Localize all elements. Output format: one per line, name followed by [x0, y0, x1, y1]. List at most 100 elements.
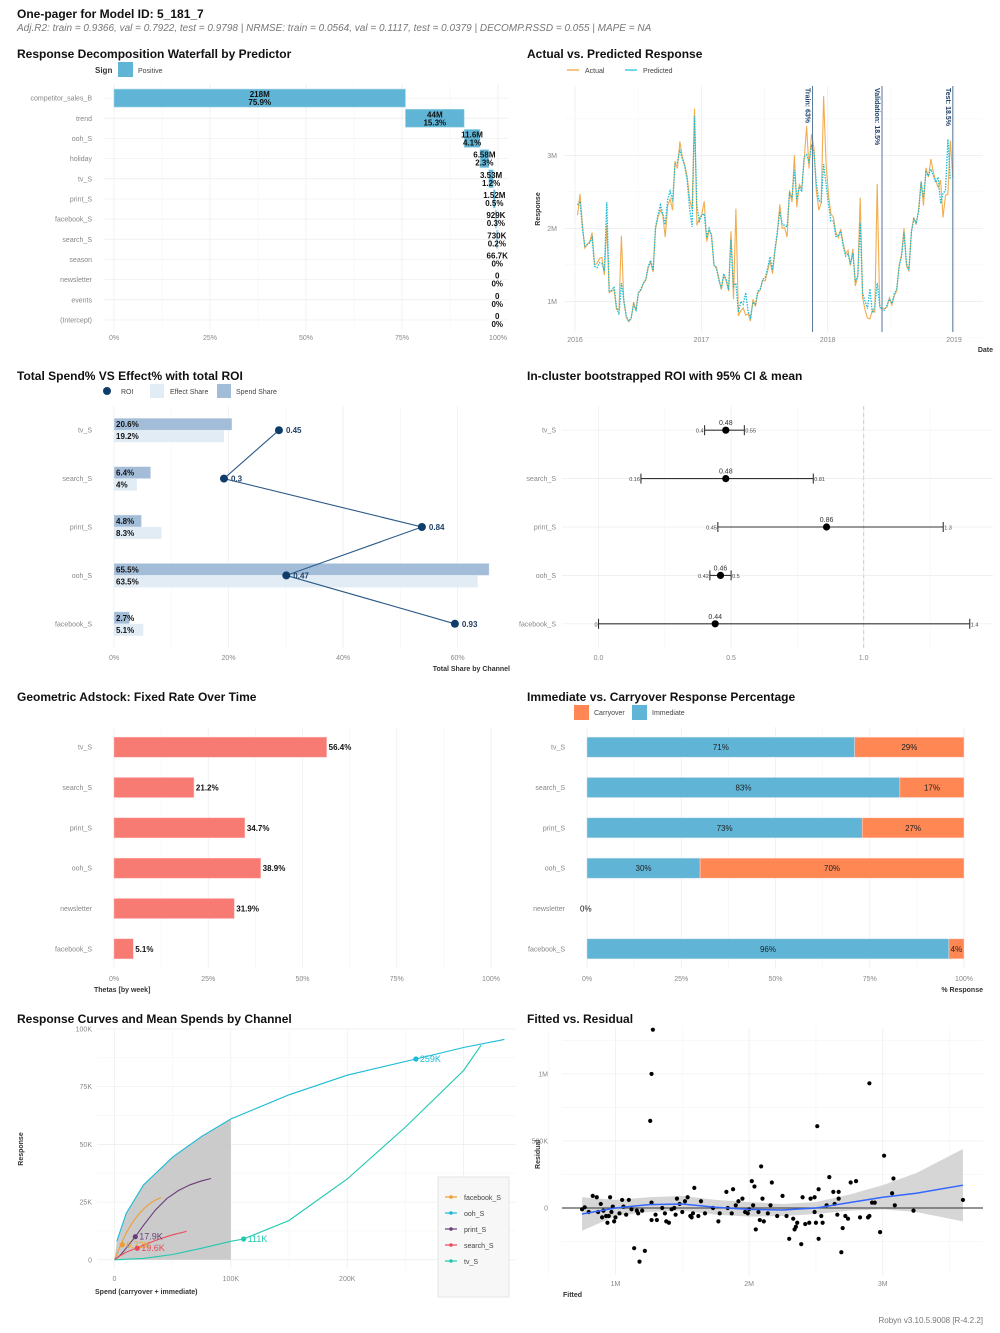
spend-share-label: 2.7% — [116, 614, 134, 623]
x-tick-label: 40% — [336, 655, 350, 662]
effect-share-label: 19.2% — [116, 432, 139, 441]
y-tick-label: 3M — [547, 153, 557, 160]
bar-value-label: 0 — [495, 292, 500, 301]
residual-point — [760, 1196, 765, 1201]
y-tick-label: 1M — [547, 299, 557, 306]
category-label: print_S — [543, 825, 566, 832]
mean-spend-label: 19.6K — [141, 1243, 165, 1253]
x-tick-label: 100% — [489, 335, 507, 342]
adstock-bar — [113, 857, 261, 879]
fitted-residual-panel: Fitted vs. Residual 0 500K 1M 1M 2M 3M Fitted R… — [510, 1005, 1000, 1305]
residual-point — [640, 1208, 645, 1213]
category-label: facebook_S — [519, 621, 556, 628]
residual-point — [606, 1213, 611, 1219]
residual-point — [845, 1216, 851, 1221]
residual-point — [791, 1216, 796, 1221]
x-tick-label: 25% — [203, 335, 217, 342]
x-tick-label: 0% — [109, 335, 119, 342]
residual-point — [689, 1215, 694, 1220]
legend-swatch-positive — [118, 62, 133, 77]
bar-share-label: 0% — [491, 320, 503, 329]
residual-point — [648, 1118, 653, 1123]
residual-point — [853, 1179, 859, 1184]
residual-point — [594, 1195, 599, 1200]
response-curve-print_S — [114, 1177, 212, 1261]
residual-point — [605, 1220, 610, 1225]
waterfall-bar — [405, 108, 465, 128]
x-tick-label: 1M — [611, 1281, 621, 1288]
spend-effect-chart: ROI Effect Share Spend Share tv_S 20.6% 19.2%… — [55, 384, 510, 673]
x-tick-label: 50% — [295, 976, 309, 983]
category-label: search_S — [62, 785, 92, 792]
immediate-carryover-title: Immediate vs. Carryover Response Percent… — [527, 690, 796, 704]
roi-label: 0.47 — [293, 571, 309, 580]
x-tick-label: 0% — [582, 976, 592, 983]
category-label: ooh_S — [72, 573, 93, 580]
carryover-bar — [854, 736, 965, 758]
x-tick-label: 0% — [109, 976, 119, 983]
residual-point — [629, 1207, 634, 1212]
mean-spend-label: 17.9K — [139, 1232, 163, 1242]
x-tick-label: 3M — [878, 1281, 888, 1288]
waterfall-bar — [488, 169, 494, 189]
residual-point — [717, 1211, 722, 1216]
bar-value-label: 730K — [487, 231, 506, 240]
smooth-line — [581, 1184, 964, 1215]
roi-point — [282, 571, 291, 580]
ci-high-label: 1.3 — [944, 526, 952, 532]
roi-label: 0.3 — [231, 475, 243, 484]
category-label: holiday — [70, 156, 93, 163]
residual-point — [696, 1213, 701, 1219]
residual-point — [836, 1196, 841, 1201]
residual-point — [835, 1212, 840, 1217]
mean-point — [722, 426, 730, 434]
residual-point — [702, 1211, 708, 1216]
residual-point — [612, 1219, 617, 1224]
residual-point — [660, 1205, 665, 1211]
x-tick-label: 50% — [299, 335, 313, 342]
mean-spend-label: 259K — [420, 1054, 441, 1064]
residual-point — [799, 1242, 804, 1247]
category-label: search_S — [62, 237, 92, 244]
adstock-label: 31.9% — [236, 905, 259, 914]
spend-share-label: 4.8% — [116, 517, 134, 526]
residual-point — [672, 1205, 677, 1211]
y-axis-label: Response — [18, 1132, 25, 1166]
residual-point — [867, 1213, 872, 1219]
actual-vs-predicted-title: Actual vs. Predicted Response — [527, 47, 703, 61]
residual-point — [800, 1195, 805, 1200]
residual-point — [816, 1187, 821, 1192]
x-tick-label: 2016 — [567, 337, 583, 344]
legend-swatch-carryover — [574, 705, 589, 720]
residual-point — [815, 1124, 820, 1129]
residual-point — [843, 1213, 848, 1219]
immediate-label: 73% — [717, 824, 733, 833]
residual-point — [803, 1221, 808, 1227]
residual-point — [613, 1215, 618, 1220]
response-curves-chart: 025K50K75K100K0100K200K300KSpend (carryo… — [18, 1027, 516, 1298]
effect-share-bar — [114, 527, 162, 539]
waterfall-panel: Response Decomposition Waterfall by Pred… — [0, 40, 520, 360]
residual-point — [642, 1248, 647, 1253]
legend-swatch-spend — [217, 384, 231, 398]
residual-point — [872, 1200, 877, 1205]
series-line-predicted — [576, 115, 951, 323]
category-label: facebook_S — [55, 946, 92, 953]
residual-point — [736, 1199, 741, 1204]
residual-point — [761, 1219, 766, 1224]
residual-point — [753, 1227, 758, 1232]
bar-value-label: 0 — [495, 312, 500, 321]
residual-point — [624, 1212, 629, 1217]
x-axis-label: % Response — [941, 987, 983, 994]
waterfall-bar — [495, 209, 497, 229]
immediate-label: 30% — [636, 864, 652, 873]
mean-spend-label: 6.72K — [126, 1240, 150, 1250]
x-tick-label: 100% — [955, 976, 973, 983]
bar-share-label: 0% — [491, 280, 503, 289]
spend-share-label: 6.4% — [116, 469, 134, 478]
bootstrap-roi-panel: In-cluster bootstrapped ROI with 95% CI … — [510, 362, 1000, 682]
actual-vs-predicted-panel: Actual vs. Predicted Response Actual Pred… — [510, 40, 1000, 360]
waterfall-bar — [113, 88, 406, 108]
x-axis-label: Total Share by Channel — [433, 666, 510, 673]
adstock-bar — [113, 777, 195, 798]
